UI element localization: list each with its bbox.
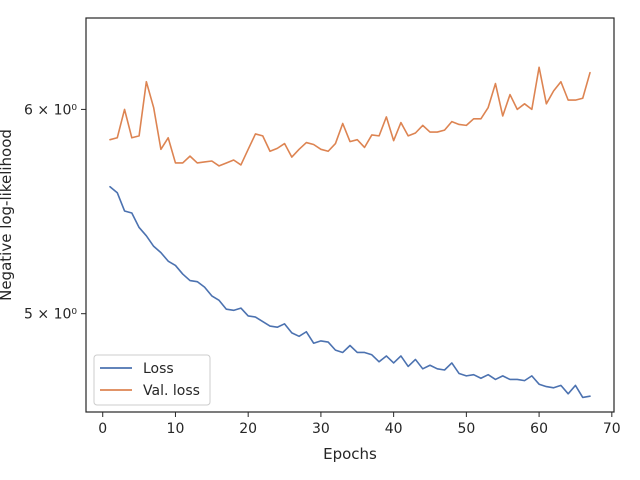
x-tick-label: 70 [603,421,621,437]
x-tick-label: 0 [98,421,107,437]
x-axis-label: Epochs [323,445,377,463]
y-tick-label: 5 × 10⁰ [24,307,77,323]
legend-label-loss: Loss [143,361,174,377]
x-tick-label: 30 [312,421,330,437]
series-line-0 [109,185,591,399]
x-tick-label: 40 [385,421,403,437]
x-tick-label: 10 [167,421,185,437]
legend: Loss Val. loss [93,354,211,406]
x-tick-label: 50 [457,421,475,437]
x-tick-label: 20 [239,421,257,437]
x-tick-label: 60 [530,421,548,437]
plot-area [85,17,615,413]
series-line-1 [109,66,591,167]
y-axis-label: Negative log-likelihood [0,129,15,301]
y-tick-label: 6 × 10⁰ [24,102,77,118]
legend-label-val-loss: Val. loss [143,383,200,399]
